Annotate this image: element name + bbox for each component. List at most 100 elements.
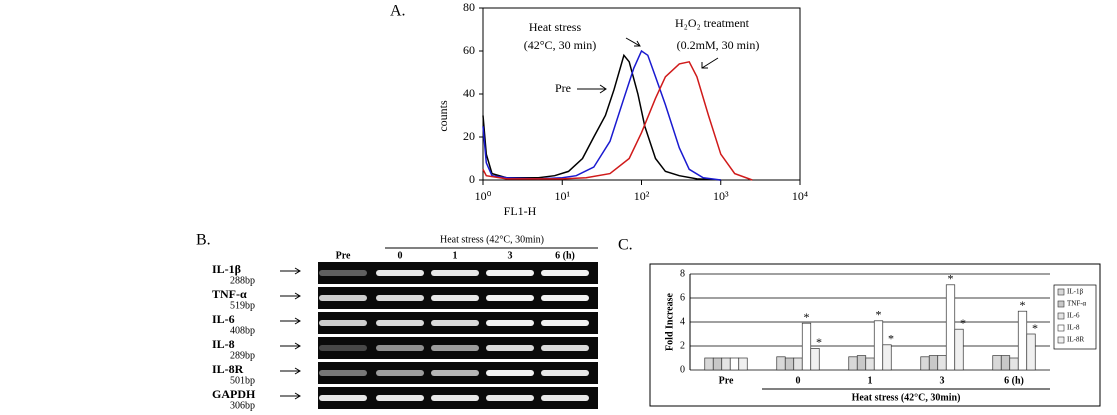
gel-band	[319, 395, 367, 401]
y-tick-label: 8	[680, 268, 685, 279]
bar	[738, 357, 748, 371]
significance-mark: *	[804, 310, 810, 324]
bar	[882, 344, 892, 371]
y-tick-label: 80	[463, 0, 475, 14]
y-tick-label: 2	[680, 340, 685, 351]
bar	[848, 356, 858, 371]
legend-label: IL-8R	[1067, 336, 1084, 344]
lane-label: Pre	[336, 250, 351, 261]
gel-band	[319, 370, 367, 376]
series-label: Heat stress	[529, 20, 582, 34]
legend-label: IL-1β	[1067, 288, 1083, 296]
legend-swatch	[1057, 288, 1065, 296]
gel-band	[541, 320, 589, 326]
histogram-line	[482, 49, 721, 181]
y-tick-label: 0	[469, 172, 475, 186]
gel-band	[319, 270, 367, 276]
arrow	[625, 37, 641, 47]
size-label: 288bp	[230, 275, 255, 286]
x-tick-label: 10²	[634, 189, 650, 203]
bar	[1017, 310, 1028, 371]
legend-swatch	[1057, 324, 1065, 332]
bar	[1026, 333, 1036, 371]
bar	[873, 320, 884, 371]
arrow	[280, 367, 301, 375]
gel-header: Heat stress (42°C, 30min)	[440, 234, 544, 245]
bar	[712, 357, 723, 371]
bar	[992, 355, 1002, 371]
gel-band	[431, 345, 479, 351]
significance-mark: *	[948, 272, 954, 286]
size-label: 306bp	[230, 400, 255, 411]
y-tick-label: 6	[680, 292, 685, 303]
gel-band	[431, 270, 479, 276]
y-axis-label: counts	[436, 100, 450, 132]
lane-label: 0	[398, 250, 403, 261]
gel-band	[486, 395, 534, 401]
legend-swatch	[1057, 300, 1065, 308]
bar	[721, 357, 731, 371]
bar	[1009, 357, 1019, 371]
bar	[937, 355, 947, 371]
panel-frame	[649, 263, 1101, 407]
significance-mark: *	[1020, 298, 1026, 312]
gel-band	[376, 370, 424, 376]
bar	[1000, 355, 1011, 371]
arrow	[577, 84, 607, 94]
bar	[793, 357, 803, 371]
legend-label: TNF-α	[1067, 300, 1087, 308]
gel-band	[319, 295, 367, 301]
lane-label: 3	[508, 250, 513, 261]
series-label: H₂O₂ treatment	[675, 16, 750, 30]
x-tick-label: 10⁰	[475, 189, 492, 203]
x-tick-label: 10³	[713, 189, 729, 203]
gel-band	[319, 320, 367, 326]
x-tick-label: 6 (h)	[1004, 375, 1024, 386]
bar	[776, 356, 786, 371]
gel-band	[486, 295, 534, 301]
y-tick-label: 20	[463, 129, 475, 143]
gel-band	[376, 395, 424, 401]
x-tick-label: Pre	[719, 375, 734, 386]
size-label: 501bp	[230, 375, 255, 386]
panel-label: C.	[618, 237, 633, 254]
gene-label: TNF-α	[212, 287, 247, 301]
series-label: Pre	[555, 81, 571, 95]
x-tick-label: 1	[868, 375, 873, 386]
bar	[865, 357, 875, 371]
gel-band	[541, 270, 589, 276]
x-tick-label: 3	[940, 375, 945, 386]
gel-band	[541, 370, 589, 376]
size-label: 519bp	[230, 300, 255, 311]
x-tick-label: 10¹	[554, 189, 570, 203]
bar	[856, 355, 867, 371]
significance-mark: *	[960, 316, 966, 330]
gel-band	[486, 270, 534, 276]
gel-band	[486, 370, 534, 376]
series-note: (0.2mM, 30 min)	[677, 38, 760, 52]
gel-band	[541, 345, 589, 351]
x-tick-label: 0	[796, 375, 801, 386]
lane-label: 6 (h)	[555, 250, 575, 261]
y-axis-label: Fold Increase	[664, 293, 675, 351]
significance-mark: *	[888, 332, 894, 346]
gene-label: GAPDH	[212, 387, 256, 401]
gene-label: IL-6	[212, 312, 235, 326]
bar	[928, 355, 939, 371]
gel-band	[541, 295, 589, 301]
significance-mark: *	[816, 335, 822, 349]
gene-label: IL-8	[212, 337, 235, 351]
bar	[920, 356, 930, 371]
gel-band	[376, 270, 424, 276]
gel-band	[431, 370, 479, 376]
bar	[945, 284, 956, 371]
y-tick-label: 4	[680, 316, 685, 327]
arrow	[280, 267, 301, 275]
significance-mark: *	[1032, 321, 1038, 335]
bar	[784, 357, 795, 371]
gel-band	[486, 320, 534, 326]
y-tick-label: 60	[463, 43, 475, 57]
gel-band	[319, 345, 367, 351]
gel-band	[431, 320, 479, 326]
